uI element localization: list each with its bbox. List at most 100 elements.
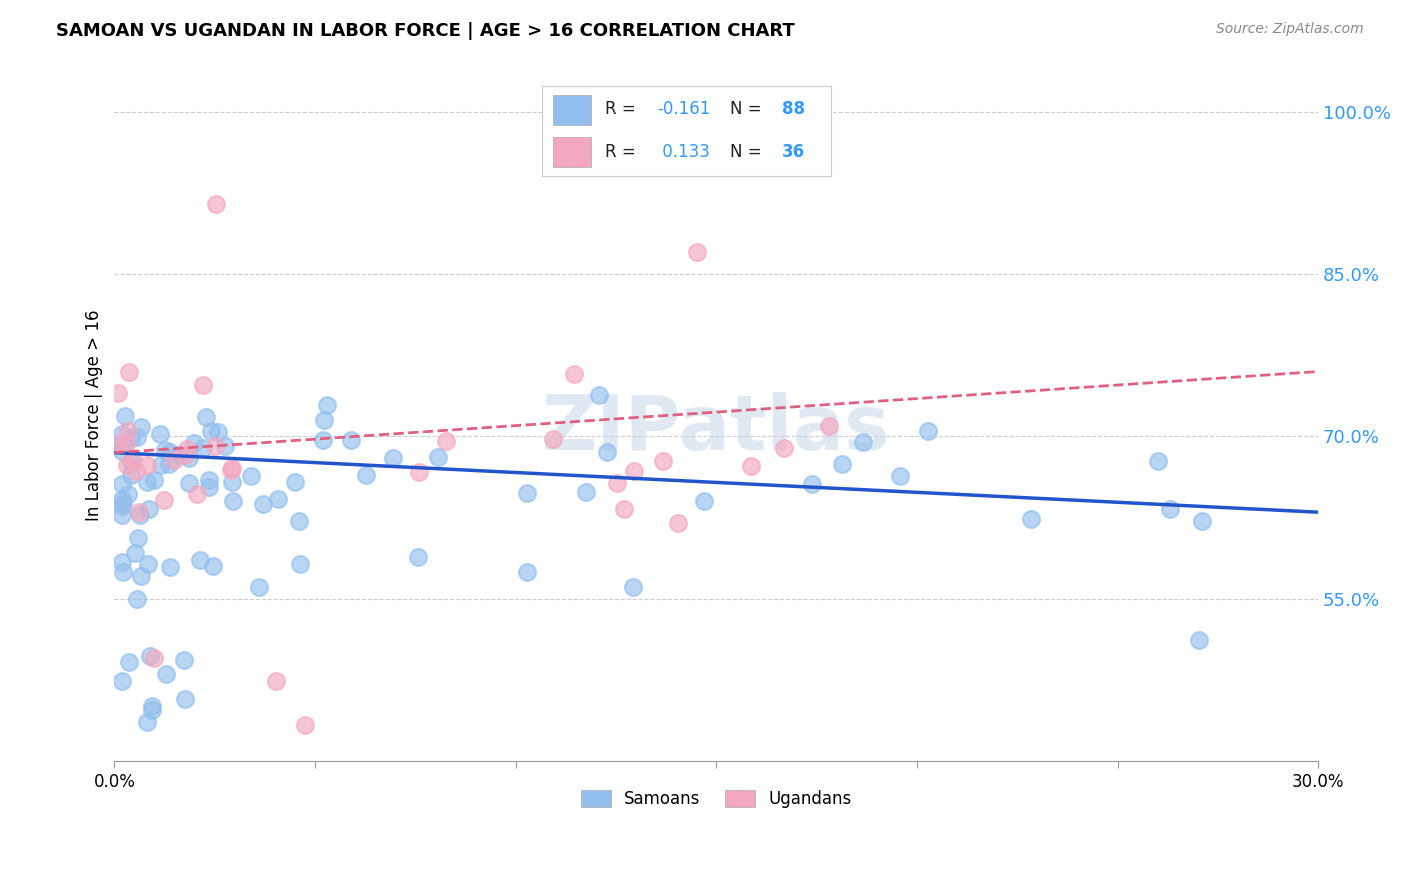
Point bbox=[127, 532, 149, 546]
Point bbox=[127, 430, 149, 444]
Point bbox=[249, 580, 271, 594]
Point bbox=[773, 441, 796, 455]
Point bbox=[125, 592, 148, 607]
Point bbox=[186, 487, 208, 501]
Point bbox=[129, 569, 152, 583]
Point bbox=[136, 475, 159, 489]
Point bbox=[188, 553, 211, 567]
Point bbox=[852, 435, 875, 450]
Point bbox=[596, 445, 619, 459]
Point bbox=[139, 649, 162, 664]
Point bbox=[193, 377, 215, 392]
Point bbox=[136, 557, 159, 571]
Point bbox=[434, 434, 457, 449]
Point bbox=[1147, 454, 1170, 468]
Point bbox=[686, 245, 709, 260]
Point bbox=[267, 491, 290, 506]
Point bbox=[1188, 632, 1211, 647]
Point bbox=[562, 368, 585, 382]
Point bbox=[159, 445, 181, 459]
Point bbox=[141, 698, 163, 713]
Point bbox=[111, 438, 134, 452]
Point bbox=[111, 443, 134, 458]
Point bbox=[122, 452, 145, 467]
Point bbox=[623, 464, 645, 478]
Point bbox=[516, 566, 538, 580]
Point bbox=[666, 516, 689, 530]
Point bbox=[207, 425, 229, 439]
Point bbox=[382, 451, 405, 466]
Point bbox=[118, 364, 141, 378]
Text: ZIPatlas: ZIPatlas bbox=[541, 392, 890, 466]
Point bbox=[294, 718, 316, 732]
Point bbox=[221, 461, 243, 475]
Point bbox=[252, 497, 274, 511]
Point bbox=[111, 556, 134, 570]
Point bbox=[107, 386, 129, 401]
Point bbox=[142, 473, 165, 487]
Point bbox=[149, 458, 172, 472]
Point bbox=[124, 546, 146, 560]
Point bbox=[176, 442, 198, 456]
Point bbox=[606, 476, 628, 491]
Point bbox=[163, 452, 186, 467]
Point bbox=[129, 420, 152, 434]
Point bbox=[312, 413, 335, 427]
Point bbox=[621, 581, 644, 595]
Point bbox=[143, 651, 166, 665]
Point bbox=[204, 196, 226, 211]
Point bbox=[1191, 514, 1213, 528]
Point bbox=[198, 473, 221, 487]
Point bbox=[111, 673, 134, 688]
Point bbox=[111, 492, 134, 507]
Point bbox=[194, 409, 217, 424]
Point bbox=[111, 565, 134, 579]
Point bbox=[651, 453, 673, 467]
Point bbox=[136, 458, 159, 472]
Y-axis label: In Labor Force | Age > 16: In Labor Force | Age > 16 bbox=[86, 309, 103, 521]
Point bbox=[153, 443, 176, 458]
Point bbox=[516, 486, 538, 500]
Point bbox=[124, 464, 146, 478]
Point bbox=[288, 514, 311, 528]
Point bbox=[117, 655, 139, 669]
Point bbox=[111, 500, 134, 514]
Point bbox=[818, 418, 841, 433]
Point bbox=[159, 559, 181, 574]
Point bbox=[155, 667, 177, 681]
Point bbox=[117, 486, 139, 500]
Point bbox=[120, 468, 142, 483]
Point bbox=[153, 492, 176, 507]
Point bbox=[204, 438, 226, 452]
Point bbox=[167, 448, 190, 462]
Point bbox=[312, 433, 335, 447]
Point bbox=[1159, 501, 1181, 516]
Point bbox=[222, 493, 245, 508]
Point bbox=[135, 715, 157, 730]
Point bbox=[111, 476, 134, 491]
Point bbox=[575, 485, 598, 500]
Point bbox=[114, 437, 136, 451]
Text: SAMOAN VS UGANDAN IN LABOR FORCE | AGE > 16 CORRELATION CHART: SAMOAN VS UGANDAN IN LABOR FORCE | AGE >… bbox=[56, 22, 794, 40]
Point bbox=[740, 458, 762, 473]
Point bbox=[284, 475, 307, 489]
Point bbox=[174, 448, 197, 462]
Point bbox=[157, 458, 180, 472]
Point bbox=[117, 424, 139, 438]
Point bbox=[613, 502, 636, 516]
Point bbox=[1019, 512, 1042, 526]
Point bbox=[831, 457, 853, 471]
Point bbox=[356, 468, 378, 483]
Point bbox=[177, 451, 200, 466]
Point bbox=[121, 431, 143, 445]
Point bbox=[288, 557, 311, 571]
Point bbox=[426, 450, 449, 464]
Point bbox=[193, 442, 215, 456]
Text: Source: ZipAtlas.com: Source: ZipAtlas.com bbox=[1216, 22, 1364, 37]
Point bbox=[200, 424, 222, 438]
Point bbox=[408, 465, 430, 479]
Point bbox=[129, 508, 152, 522]
Point bbox=[197, 480, 219, 494]
Point bbox=[120, 455, 142, 469]
Point bbox=[111, 426, 134, 441]
